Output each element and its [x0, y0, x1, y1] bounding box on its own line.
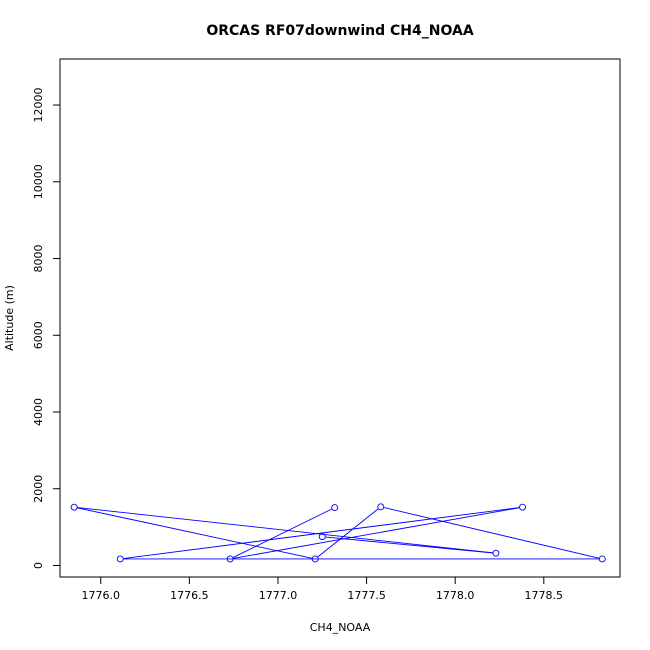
plot-frame — [59, 58, 621, 578]
x-tick-label: 1776.5 — [170, 589, 209, 602]
x-tick-label: 1778.5 — [525, 589, 564, 602]
x-tick-label: 1776.0 — [82, 589, 121, 602]
data-point — [331, 504, 339, 511]
data-point — [492, 549, 500, 557]
series-segment — [233, 508, 332, 558]
y-axis-label: Altitude (m) — [3, 285, 16, 351]
series-segment — [317, 508, 379, 558]
y-tick-label: 8000 — [32, 245, 45, 273]
series-segment — [77, 507, 493, 554]
x-tick-label: 1777.5 — [347, 589, 386, 602]
data-point — [70, 503, 78, 511]
data-point — [226, 555, 234, 563]
y-tick-label: 2000 — [32, 475, 45, 503]
y-tick-label: 12000 — [32, 88, 45, 123]
data-point — [519, 503, 526, 511]
series-layer — [70, 503, 606, 563]
x-axis-label: CH4_NOAA — [310, 621, 371, 634]
data-point — [598, 555, 606, 563]
series-segment — [384, 507, 599, 559]
series-segment — [77, 507, 312, 559]
y-tick-label: 10000 — [32, 164, 45, 199]
chart-title: ORCAS RF07downwind CH4_NOAA — [206, 23, 474, 39]
data-point — [377, 503, 385, 511]
y-tick-label: 0 — [32, 562, 45, 569]
data-point — [311, 555, 319, 563]
y-tick-label: 4000 — [32, 398, 45, 426]
x-axis: 1776.0 1776.5 1777.0 1777.5 1778.0 1778.5 — [82, 576, 564, 602]
y-tick-label: 6000 — [32, 321, 45, 349]
series-segment — [233, 507, 520, 559]
series-segment — [123, 507, 520, 559]
x-tick-label: 1777.0 — [259, 589, 298, 602]
data-point — [318, 533, 326, 541]
data-point — [116, 555, 124, 563]
y-axis: 0 2000 4000 6000 8000 10000 12000 — [32, 88, 61, 569]
x-tick-label: 1778.0 — [436, 589, 475, 602]
